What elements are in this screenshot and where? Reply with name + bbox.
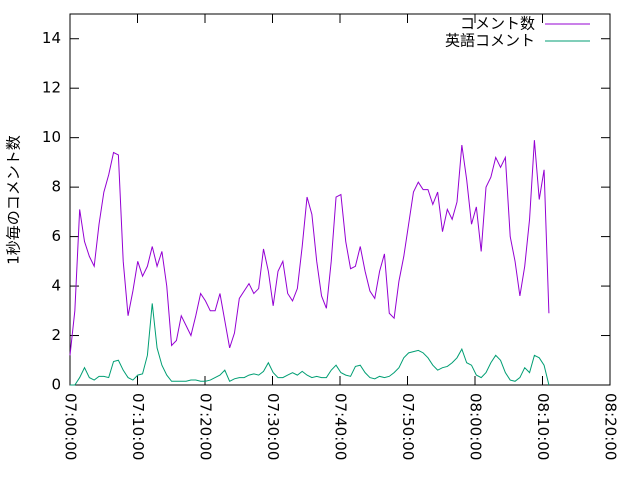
legend-label: 英語コメント	[445, 32, 535, 50]
series-line	[69, 140, 550, 356]
y-tick-label: 10	[42, 128, 61, 146]
x-tick-label: 07:40:00	[332, 393, 350, 460]
y-tick-label: 14	[42, 29, 61, 47]
x-tick-label: 07:20:00	[197, 393, 215, 460]
y-tick-label: 0	[51, 376, 61, 394]
y-tick-label: 4	[51, 277, 61, 295]
y-tick-label: 6	[51, 227, 61, 245]
legend-label: コメント数	[460, 15, 535, 33]
x-tick-label: 07:00:00	[62, 393, 80, 460]
x-tick-label: 08:20:00	[602, 393, 620, 460]
x-tick-label: 07:10:00	[129, 393, 147, 460]
y-axis-label: 1秒毎のコメント数	[5, 135, 23, 265]
y-tick-label: 2	[51, 326, 61, 344]
x-tick-label: 07:30:00	[264, 393, 282, 460]
x-tick-label: 07:50:00	[399, 393, 417, 460]
plot-border	[69, 13, 611, 386]
x-tick-label: 08:10:00	[534, 393, 552, 460]
y-tick-label: 12	[42, 79, 61, 97]
x-tick-label: 08:00:00	[467, 393, 485, 460]
y-tick-label: 8	[51, 178, 61, 196]
series-line	[70, 303, 550, 386]
